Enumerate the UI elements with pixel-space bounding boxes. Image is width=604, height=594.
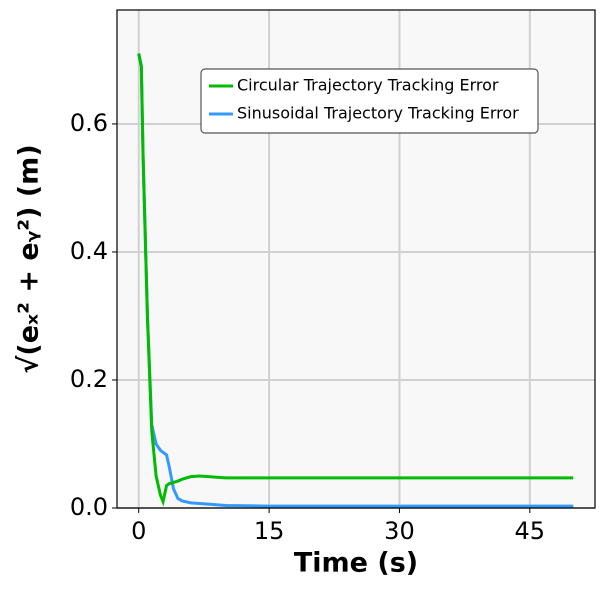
x-tick-label: 15 (254, 517, 285, 545)
legend-label: Circular Trajectory Tracking Error (237, 76, 499, 95)
legend-box (200, 68, 539, 134)
x-tick-label: 0 (131, 517, 146, 545)
y-axis-label: √(eₓ² + eᵧ²) (m) (14, 144, 45, 373)
data-line (137, 53, 574, 507)
y-tick-label: 0.4 (70, 237, 108, 265)
x-axis-label: Time (s) (294, 548, 418, 579)
y-tick-label: 0.0 (70, 493, 108, 521)
x-tick-label: 45 (515, 517, 546, 545)
plot-frame (116, 9, 596, 509)
x-tick-label: 30 (384, 517, 415, 545)
y-tick-label: 0.2 (70, 365, 108, 393)
legend-label: Sinusoidal Trajectory Tracking Error (237, 104, 519, 123)
y-tick-label: 0.6 (70, 109, 108, 137)
